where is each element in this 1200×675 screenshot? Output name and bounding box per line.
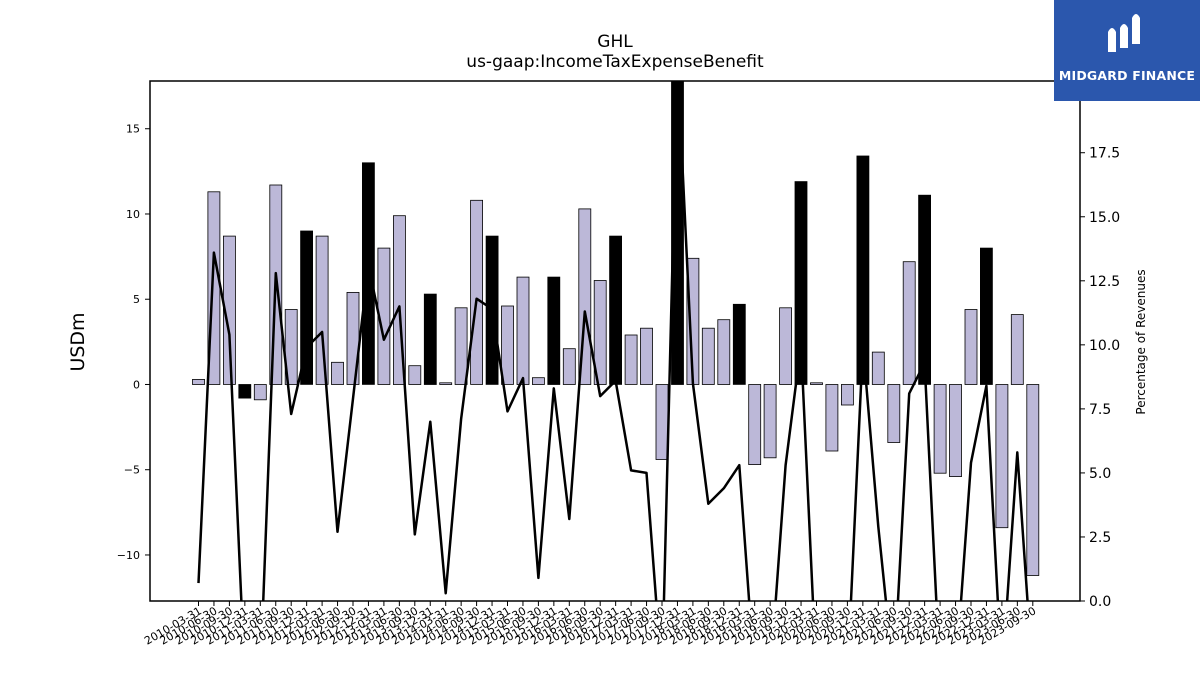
bar-2010-03-31: [192, 378, 205, 385]
logo-mark-icon: [1108, 14, 1140, 52]
bar-2020-12-31: [856, 155, 870, 385]
bar-2023-03-31: [995, 384, 1009, 529]
bar-2011-09-30: [284, 309, 298, 385]
y-axis-label: USDm: [67, 312, 89, 372]
y2-tick-label: 12.5: [1089, 274, 1120, 290]
percentage-line: [197, 81, 1029, 601]
bar-2020-09-30: [841, 384, 854, 406]
left-axis: −10 −5 0 5 10 15: [117, 123, 150, 562]
y-tick-label: −5: [124, 464, 140, 477]
bar-2015-06-30: [516, 276, 530, 385]
y2-tick-label: 5.0: [1089, 466, 1111, 482]
bar-2011-03-31: [253, 384, 267, 401]
y2-tick-label: 7.5: [1089, 402, 1111, 418]
logo-text: MIDGARD FINANCE: [1058, 68, 1196, 83]
bar-2015-09-30: [532, 377, 545, 385]
y-tick-label: 5: [133, 293, 140, 306]
bar-2017-06-30: [640, 327, 653, 385]
y2-axis-label: Percentage of Revenues: [1134, 269, 1148, 415]
bar-2012-03-31: [315, 235, 329, 385]
bar-2020-03-31: [810, 382, 823, 385]
bar-2018-06-30: [701, 327, 715, 385]
brand-logo: MIDGARD FINANCE: [1054, 0, 1200, 101]
chart-subtitle: us-gaap:IncomeTaxExpenseBenefit: [466, 52, 764, 72]
chart-title: GHL: [597, 32, 633, 52]
y2-tick-label: 17.5: [1089, 146, 1120, 162]
bar-2020-06-30: [825, 384, 839, 452]
right-axis: 0.0 2.5 5.0 7.5 10.0 12.5 15.0 17.5: [1080, 146, 1120, 610]
bar-2023-06-30: [1010, 314, 1024, 385]
bar-2015-12-31: [547, 276, 561, 385]
bar-2016-09-30: [593, 280, 607, 385]
bar-2019-12-31: [794, 181, 808, 385]
bar-2010-09-30: [222, 235, 236, 385]
bar-2022-06-30: [949, 384, 962, 477]
bar-2017-03-31: [624, 334, 638, 385]
bar-2014-03-31: [439, 382, 453, 385]
bar-2016-12-31: [609, 235, 622, 385]
y2-tick-label: 10.0: [1089, 338, 1120, 354]
bar-2014-09-30: [470, 199, 484, 385]
bar-2016-03-31: [562, 348, 576, 385]
bar-2017-09-30: [655, 384, 669, 460]
x-axis: 2010-03-312010-06-302010-09-302010-12-31…: [142, 601, 1038, 648]
bar-2023-09-30: [1026, 384, 1040, 576]
y-tick-label: 15: [126, 123, 140, 136]
bar-2018-12-31: [732, 303, 746, 385]
y-tick-label: −10: [117, 549, 140, 562]
y-tick-label: 10: [126, 208, 140, 221]
bar-2021-09-30: [902, 261, 916, 385]
bar-2013-12-31: [423, 293, 437, 385]
plot-frame: [149, 80, 1081, 602]
bars-group: [192, 80, 1040, 576]
bar-2022-03-31: [933, 384, 947, 474]
bar-2022-12-31: [980, 247, 993, 385]
bar-2019-09-30: [779, 307, 792, 385]
bar-2022-09-30: [964, 309, 978, 385]
bar-2019-06-30: [763, 384, 777, 459]
bar-2019-03-31: [748, 384, 762, 465]
bar-2014-06-30: [454, 307, 468, 385]
bar-2012-06-30: [331, 361, 344, 385]
y2-tick-label: 0.0: [1089, 594, 1111, 610]
bar-2021-06-30: [887, 384, 901, 443]
bar-2021-03-31: [871, 351, 885, 385]
bar-2018-09-30: [717, 319, 731, 385]
bar-2010-12-31: [238, 384, 252, 399]
bar-2013-09-30: [408, 365, 422, 385]
bar-2015-03-31: [501, 305, 514, 385]
y2-tick-label: 15.0: [1089, 210, 1120, 226]
bar-2021-12-31: [918, 194, 931, 385]
y-tick-label: 0: [133, 378, 140, 391]
line-group: [197, 81, 1029, 601]
y2-tick-label: 2.5: [1089, 530, 1111, 546]
